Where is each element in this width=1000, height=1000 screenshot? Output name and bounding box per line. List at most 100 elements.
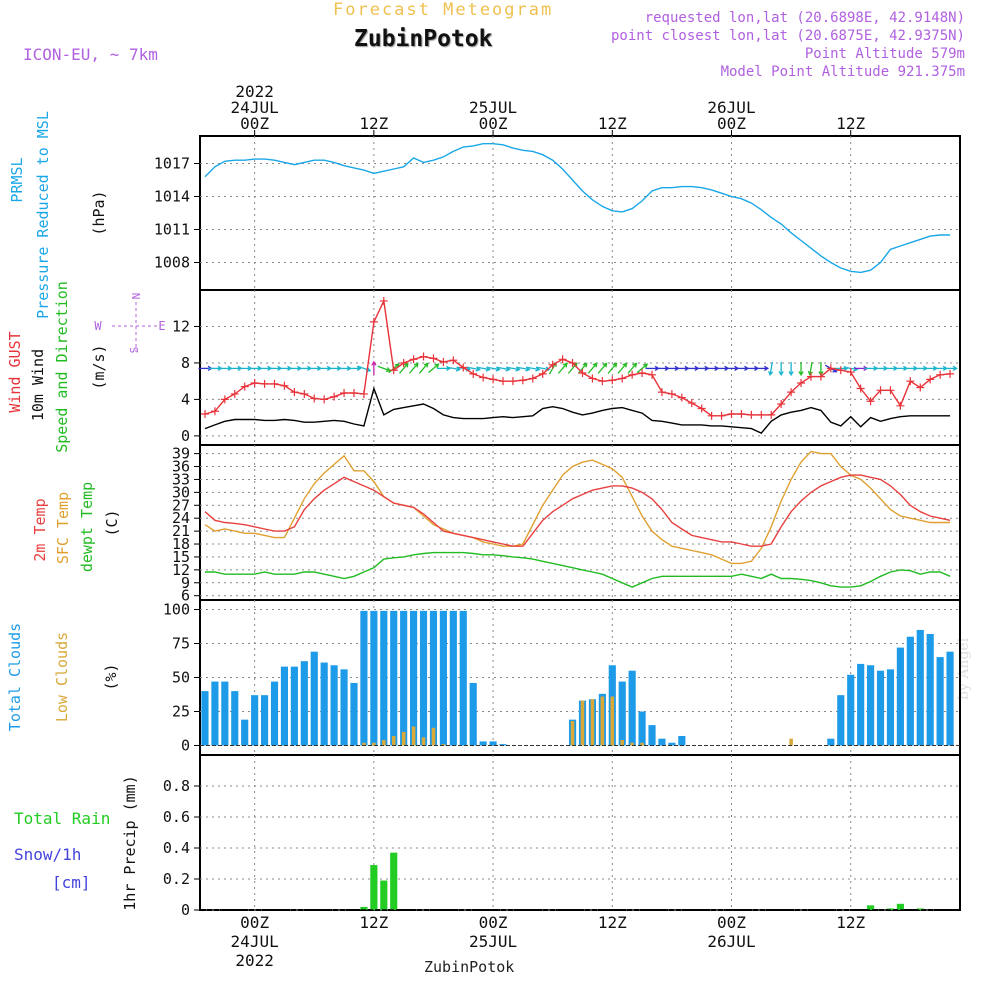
wind-gust-line [204, 298, 951, 417]
wind-direction-arrow [377, 365, 391, 372]
wind-gust-marker [588, 374, 597, 383]
wind-gust-marker [697, 404, 706, 413]
wind-direction-arrowhead [582, 362, 588, 368]
wind-gust-marker [806, 372, 815, 381]
wind-direction-arrowhead [592, 362, 598, 368]
temp-label-sfc: SFC Temp [54, 492, 72, 564]
total-cloud-bar [419, 610, 428, 746]
total-cloud-bar [499, 744, 507, 746]
y-tick-label: 9 [181, 574, 190, 592]
wind-gust-marker [369, 317, 378, 326]
wind-gust-marker [648, 370, 657, 379]
wind-gust-marker [618, 374, 627, 383]
wind-gust-marker [548, 360, 557, 369]
wind-gust-marker [439, 358, 448, 367]
wind-direction-arrow [398, 363, 409, 374]
wind-gust-marker [330, 392, 339, 401]
wind-direction-arrowhead [622, 362, 628, 368]
total-cloud-bar [896, 647, 904, 746]
wind-gust-marker [946, 369, 955, 378]
low-cloud-bar [789, 738, 793, 746]
rain-bar [886, 908, 895, 910]
pressure-label-unit: (hPa) [90, 190, 108, 235]
total-cloud-bar [390, 610, 398, 746]
wind-direction-arrow [496, 366, 510, 371]
wind-gust-marker [936, 370, 945, 379]
low-cloud-bar [580, 700, 585, 746]
y-tick-label: 1014 [154, 188, 190, 206]
total-cloud-bar [449, 610, 457, 746]
y-tick-label: 0.4 [163, 839, 190, 857]
wind-gust-marker [568, 358, 577, 367]
wind-gust-marker [489, 375, 498, 384]
compass-west: W [94, 319, 102, 333]
y-tick-label: 30 [172, 483, 190, 501]
footer-location: ZubinPotok [424, 958, 515, 976]
wind-gust-marker [578, 368, 587, 377]
rain-bar [370, 865, 378, 910]
wind-label-10m: 10m Wind [29, 349, 47, 421]
total-cloud-bar [370, 610, 378, 746]
y-tick-label: 0 [181, 736, 190, 754]
time-label-bottom: 00Z [240, 913, 269, 932]
wind-label-direction: Speed and Direction [53, 281, 71, 453]
wind-gust-marker [340, 389, 349, 398]
time-label-top: 26JUL [707, 98, 755, 117]
temp-2m-line [204, 474, 951, 547]
wind-direction-arrow [408, 363, 419, 374]
wind-gust-marker [707, 411, 716, 420]
y-tick-label: 0.8 [163, 777, 190, 795]
wind-gust-marker [886, 386, 895, 395]
y-tick-label: 25 [172, 702, 190, 720]
wind-gust-marker [290, 388, 299, 397]
header-forecast-title: Forecast Meteogram [333, 0, 554, 20]
wind-speed-line [204, 386, 951, 434]
total-cloud-bar [916, 629, 924, 746]
y-tick-label: 33 [172, 470, 190, 488]
wind-gust-marker [479, 373, 488, 382]
wind-gust-marker [816, 372, 825, 381]
y-tick-label: 15 [172, 548, 190, 566]
wind-gust-marker [469, 369, 478, 378]
time-label-bottom: 12Z [598, 913, 627, 932]
wind-gust-marker [459, 363, 468, 372]
rain-bar [380, 880, 388, 910]
total-cloud-bar [936, 657, 944, 746]
y-tick-label: 12 [172, 317, 190, 335]
time-label-bottom: 2022 [235, 951, 274, 970]
total-cloud-bar [479, 741, 487, 746]
total-cloud-bar [886, 669, 895, 746]
low-cloud-bar [630, 742, 634, 746]
low-cloud-bar [600, 696, 605, 746]
y-tick-label: 0.6 [163, 808, 190, 826]
low-cloud-bar [590, 699, 595, 746]
header-requested-point: requested lon,lat (20.6898E, 42.9148N) [644, 10, 965, 26]
low-cloud-bar [382, 740, 386, 746]
low-cloud-bar [570, 721, 575, 746]
low-cloud-bar [441, 744, 446, 746]
low-cloud-bar [620, 740, 625, 746]
low-cloud-bar [421, 737, 426, 746]
total-cloud-bar [340, 669, 348, 746]
time-label-top: 00Z [479, 114, 508, 133]
wind-gust-marker [876, 386, 885, 395]
wind-gust-marker [717, 411, 726, 420]
wind-direction-arrow [769, 361, 774, 375]
time-label-bottom: 00Z [479, 913, 508, 932]
wind-gust-marker [906, 377, 915, 386]
wind-gust-marker [777, 399, 786, 408]
time-label-bottom: 12Z [359, 913, 388, 932]
total-cloud-bar [231, 691, 239, 746]
wind-gust-marker [449, 356, 458, 365]
wind-direction-arrow [557, 363, 568, 374]
wind-direction-arrowhead [768, 370, 774, 377]
wind-gust-marker [320, 395, 329, 404]
precip-label-unit: 1hr Precip (mm) [121, 775, 139, 910]
total-cloud-bar [876, 670, 885, 746]
y-tick-label: 27 [172, 496, 190, 514]
wind-gust-marker [419, 352, 428, 361]
total-cloud-bar [658, 738, 666, 746]
wind-direction-arrow [607, 363, 617, 374]
precip-label-rain: Total Rain [14, 809, 110, 828]
